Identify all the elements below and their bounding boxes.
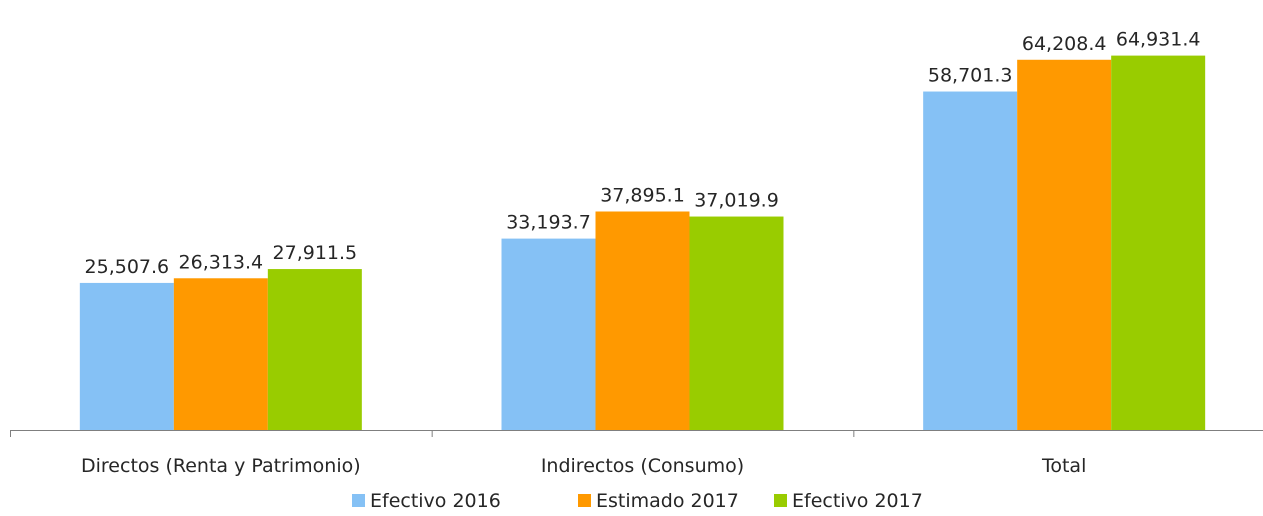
legend-swatch-0: [352, 494, 365, 507]
bar-2-0: [267, 269, 362, 430]
x-axis: [10, 430, 1263, 437]
data-label-2-0: 27,911.5: [273, 242, 358, 264]
data-label-1-1: 37,895.1: [600, 184, 685, 206]
data-label-0-2: 58,701.3: [928, 65, 1013, 87]
bar-1-2: [1017, 59, 1112, 431]
data-label-2-2: 64,931.4: [1116, 29, 1201, 51]
bar-1-0: [173, 278, 268, 430]
x-tick-label-1: Indirectos (Consumo): [541, 455, 744, 477]
legend-swatch-1: [578, 494, 591, 507]
x-tick-label-2: Total: [1041, 455, 1086, 477]
x-tick-label-0: Directos (Renta y Patrimonio): [81, 455, 361, 477]
bars-layer: [79, 55, 1206, 431]
legend-label-0: Efectivo 2016: [370, 490, 501, 512]
data-label-1-2: 64,208.4: [1022, 33, 1107, 55]
bar-2-2: [1111, 55, 1206, 430]
legend-label-2: Efectivo 2017: [792, 490, 923, 512]
bar-1-1: [595, 211, 690, 430]
x-tick-labels: Directos (Renta y Patrimonio) Indirectos …: [81, 455, 1086, 477]
bar-0-0: [79, 282, 174, 430]
data-label-0-0: 25,507.6: [85, 256, 170, 278]
bar-2-1: [689, 216, 784, 430]
data-label-1-0: 26,313.4: [179, 251, 264, 273]
data-label-0-1: 33,193.7: [506, 212, 591, 234]
legend-swatch-2: [774, 494, 787, 507]
legend-label-1: Estimado 2017: [596, 490, 739, 512]
bar-0-2: [923, 91, 1018, 430]
legend: Efectivo 2016 Estimado 2017 Efectivo 2017: [352, 490, 923, 512]
data-label-2-1: 37,019.9: [694, 190, 779, 212]
data-labels-layer: 25,507.6 26,313.4 27,911.5 33,193.7 37,895.1…: [85, 29, 1201, 278]
bar-0-1: [501, 238, 596, 430]
